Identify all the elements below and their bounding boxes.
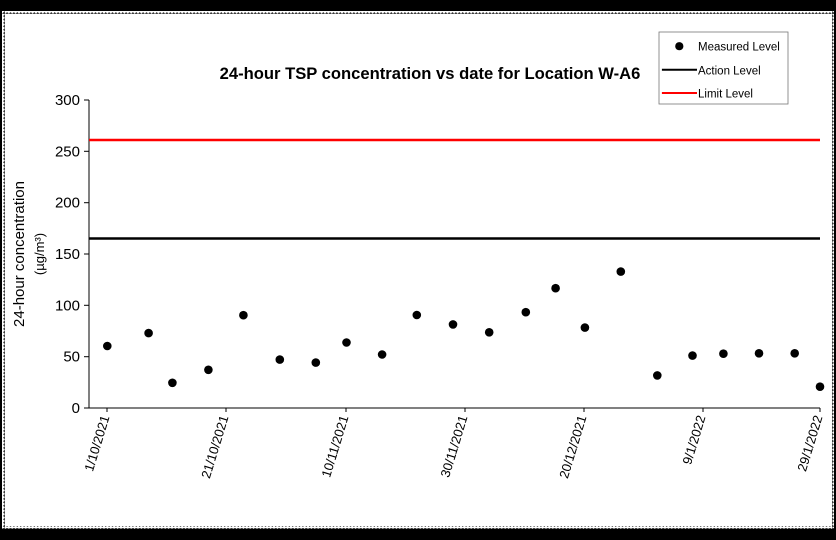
svg-text:30/11/2021: 30/11/2021 (437, 413, 470, 479)
svg-text:20/12/2021: 20/12/2021 (556, 413, 589, 480)
svg-text:250: 250 (55, 143, 80, 160)
svg-text:300: 300 (55, 92, 80, 109)
svg-text:21/10/2021: 21/10/2021 (198, 413, 231, 480)
svg-text:150: 150 (55, 246, 80, 263)
svg-text:200: 200 (55, 195, 80, 212)
svg-text:9/1/2022: 9/1/2022 (679, 413, 708, 466)
svg-text:10/11/2021: 10/11/2021 (318, 413, 351, 479)
svg-text:Limit Level: Limit Level (698, 89, 753, 101)
svg-text:24-hour concentration: 24-hour concentration (11, 181, 28, 327)
svg-text:(µg/m³): (µg/m³) (32, 233, 47, 275)
svg-text:50: 50 (63, 349, 80, 366)
svg-text:0: 0 (72, 400, 80, 417)
svg-text:29/1/2022: 29/1/2022 (794, 413, 825, 473)
svg-text:24-hour TSP concentration vs d: 24-hour TSP concentration vs date for Lo… (220, 64, 641, 83)
svg-text:Measured Level: Measured Level (698, 42, 780, 54)
svg-text:Action Level: Action Level (698, 65, 761, 77)
svg-text:1/10/2021: 1/10/2021 (81, 413, 112, 473)
svg-text:100: 100 (55, 297, 80, 314)
